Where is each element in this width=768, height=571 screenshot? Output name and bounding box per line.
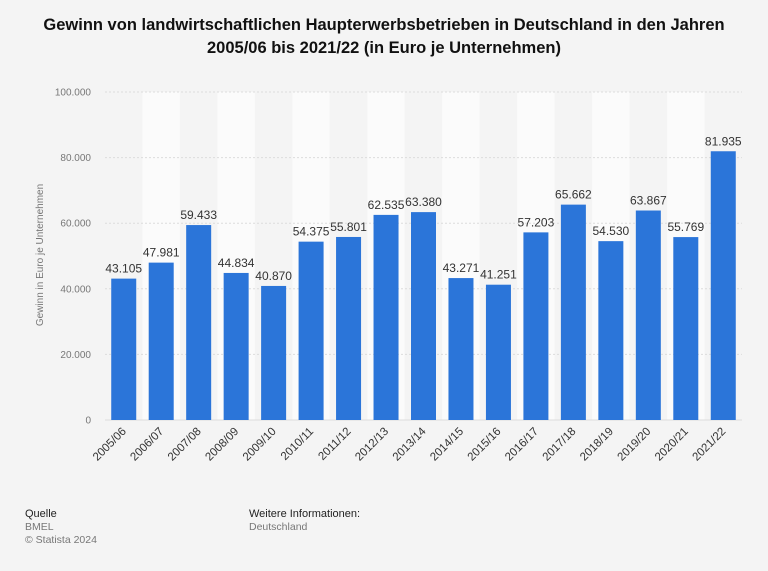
info-block: Weitere Informationen: Deutschland bbox=[249, 508, 360, 534]
x-tick-label: 2018/19 bbox=[578, 426, 616, 464]
y-tick-label: 80.000 bbox=[60, 153, 91, 164]
x-tick-label: 2007/08 bbox=[166, 426, 204, 464]
bar bbox=[485, 284, 511, 420]
bar bbox=[111, 278, 137, 420]
bar bbox=[148, 262, 174, 420]
data-label: 65.662 bbox=[555, 188, 592, 202]
bars bbox=[111, 151, 736, 420]
bar bbox=[635, 210, 661, 420]
bar bbox=[448, 278, 474, 420]
bar bbox=[598, 241, 624, 420]
y-tick-label: 40.000 bbox=[60, 284, 91, 295]
bar bbox=[261, 285, 287, 420]
x-tick-label: 2015/16 bbox=[466, 426, 504, 464]
x-axis-ticks: 2005/06 2006/07 2007/08 2008/09 2009/10 2010/… bbox=[91, 425, 728, 463]
data-label: 55.769 bbox=[667, 220, 704, 234]
x-tick-label: 2005/06 bbox=[91, 426, 129, 464]
data-label: 40.870 bbox=[255, 269, 292, 283]
bar bbox=[298, 241, 324, 420]
y-tick-label: 20.000 bbox=[60, 350, 91, 361]
x-tick-label: 2009/10 bbox=[241, 426, 279, 464]
data-label: 63.380 bbox=[405, 195, 442, 209]
info-heading: Weitere Informationen: bbox=[249, 508, 361, 520]
data-label: 44.834 bbox=[218, 256, 255, 270]
data-label: 54.530 bbox=[593, 224, 630, 238]
y-tick-label: 60.000 bbox=[60, 219, 91, 230]
y-tick-label: 100.000 bbox=[55, 88, 92, 99]
data-label: 43.105 bbox=[105, 262, 142, 276]
source-block: Quelle BMEL © Statista 2024 bbox=[25, 508, 97, 547]
x-tick-label: 2012/13 bbox=[353, 426, 391, 464]
data-label: 81.935 bbox=[705, 134, 742, 148]
data-label: 62.535 bbox=[368, 198, 405, 212]
bar bbox=[411, 212, 436, 420]
x-tick-label: 2013/14 bbox=[391, 425, 429, 463]
data-label: 47.981 bbox=[143, 246, 180, 260]
x-tick-label: 2020/21 bbox=[653, 426, 691, 464]
x-tick-label: 2016/17 bbox=[503, 426, 541, 464]
bar bbox=[560, 204, 586, 420]
data-label: 55.801 bbox=[330, 220, 367, 234]
data-label: 54.375 bbox=[293, 225, 330, 239]
bar bbox=[186, 225, 212, 420]
data-label: 43.271 bbox=[443, 261, 480, 275]
chart-title: Gewinn von landwirtschaftlichen Haupterw… bbox=[43, 16, 725, 57]
source-heading: Quelle bbox=[25, 508, 57, 520]
bar bbox=[223, 272, 249, 420]
x-tick-label: 2010/11 bbox=[279, 426, 316, 463]
x-tick-label: 2021/22 bbox=[691, 426, 729, 464]
copyright: © Statista 2024 bbox=[25, 534, 97, 546]
x-tick-label: 2008/09 bbox=[203, 426, 241, 464]
bar bbox=[673, 237, 699, 420]
y-axis-title: Gewinn in Euro je Unternehmen bbox=[35, 184, 46, 326]
data-label: 41.251 bbox=[480, 268, 517, 282]
bar bbox=[336, 236, 362, 420]
x-tick-label: 2017/18 bbox=[541, 426, 579, 464]
data-label: 57.203 bbox=[518, 215, 555, 229]
bar bbox=[373, 214, 399, 420]
source-name: BMEL bbox=[25, 521, 54, 533]
data-label: 63.867 bbox=[630, 194, 667, 208]
bar bbox=[523, 232, 549, 420]
x-tick-label: 2019/20 bbox=[616, 426, 654, 464]
data-label: 59.433 bbox=[180, 208, 217, 222]
y-tick-label: 0 bbox=[85, 416, 91, 427]
x-tick-label: 2011/12 bbox=[316, 426, 353, 463]
bar bbox=[710, 151, 736, 420]
y-axis-ticks: 0 20.000 40.000 60.000 80.000 100.000 bbox=[55, 88, 92, 427]
x-tick-label: 2006/07 bbox=[128, 426, 166, 464]
info-text: Deutschland bbox=[249, 521, 308, 533]
x-tick-label: 2014/15 bbox=[428, 426, 466, 464]
